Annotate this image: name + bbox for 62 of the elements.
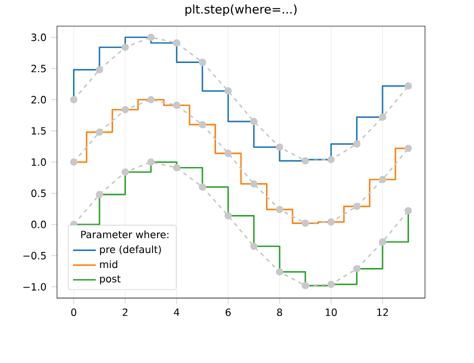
point (198, 58, 206, 66)
point (276, 143, 284, 151)
point (122, 106, 129, 114)
legend-label: post (100, 275, 121, 284)
point (404, 82, 412, 90)
point (147, 34, 155, 41)
point (70, 158, 78, 166)
point (198, 183, 206, 191)
point (198, 120, 206, 128)
chart-title: plt.step(where=...) (186, 4, 297, 16)
y-tick-label: 1.0 (32, 158, 46, 166)
point (147, 158, 155, 166)
x-tick-label: 0 (71, 308, 76, 316)
point (327, 156, 335, 164)
point (224, 150, 232, 157)
point (327, 218, 335, 226)
x-tick-label: 12 (377, 308, 388, 316)
legend-label: mid (100, 260, 118, 268)
point (378, 176, 386, 184)
point (173, 102, 180, 109)
point (250, 118, 258, 126)
point (404, 207, 412, 214)
point (404, 144, 412, 152)
y-tick-label: 0.5 (31, 189, 46, 198)
point (276, 268, 284, 276)
y-tick-label: 0.0 (31, 220, 46, 228)
point (224, 87, 232, 95)
y-tick-label: −1.0 (23, 283, 46, 291)
y-tick-label: 2.5 (31, 64, 46, 72)
point (147, 96, 155, 104)
point (173, 164, 180, 172)
point (302, 157, 310, 164)
point (96, 128, 104, 136)
point (96, 66, 104, 74)
y-tick-label: 3.0 (31, 34, 46, 42)
point (276, 206, 284, 214)
point (353, 202, 360, 210)
legend-title: Parameter where: (81, 230, 168, 238)
point (250, 242, 258, 250)
y-tick-label: 2.0 (31, 96, 46, 104)
point (96, 190, 104, 198)
point (378, 238, 386, 246)
x-tick-label: 8 (277, 308, 282, 316)
x-tick-label: 4 (174, 308, 180, 316)
y-tick-label: −0.5 (23, 252, 46, 260)
point (70, 96, 78, 104)
point (353, 140, 360, 148)
point (122, 44, 129, 51)
point (224, 212, 232, 220)
point (122, 168, 129, 176)
point (353, 265, 360, 272)
point (302, 220, 310, 227)
legend-label: pre (default) (100, 245, 161, 256)
point (378, 113, 386, 121)
x-tick-label: 6 (226, 308, 231, 316)
x-tick-label: 2 (122, 308, 128, 316)
point (250, 180, 258, 188)
x-tick-label: 10 (326, 308, 337, 316)
y-tick-label: 1.5 (32, 127, 46, 135)
point (327, 280, 335, 288)
point (302, 282, 310, 290)
point (173, 39, 180, 47)
